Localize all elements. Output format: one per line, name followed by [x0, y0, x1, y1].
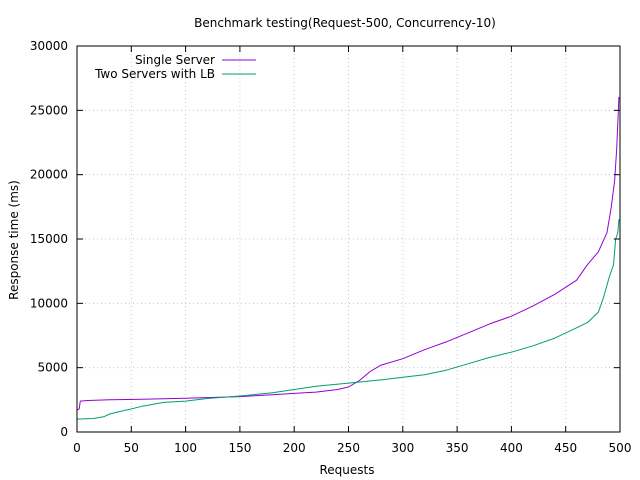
y-tick-label: 25000 [30, 103, 68, 117]
y-tick-label: 5000 [37, 361, 68, 375]
x-tick-label: 350 [446, 441, 469, 455]
y-tick-label: 30000 [30, 39, 68, 53]
legend-label: Single Server [135, 53, 215, 67]
x-tick-label: 150 [228, 441, 251, 455]
x-tick-label: 500 [609, 441, 632, 455]
y-tick-label: 10000 [30, 296, 68, 310]
legend-label: Two Servers with LB [94, 67, 215, 81]
x-tick-label: 300 [391, 441, 414, 455]
grid-lines [77, 46, 620, 432]
y-axis-label: Response time (ms) [7, 180, 21, 300]
x-tick-label: 50 [124, 441, 139, 455]
x-tick-label: 100 [174, 441, 197, 455]
chart-title: Benchmark testing(Request-500, Concurren… [194, 16, 496, 30]
axis-ticks: 0 5000 10000 15000 20000 25000 30000 0 50 100 150 2… [30, 39, 632, 455]
y-tick-label: 20000 [30, 168, 68, 182]
series-line-2 [76, 219, 620, 420]
series-line-1 [76, 97, 620, 411]
x-axis-label: Requests [320, 463, 375, 477]
y-tick-label: 15000 [30, 232, 68, 246]
y-tick-label: 0 [60, 425, 68, 439]
x-tick-label: 200 [283, 441, 306, 455]
x-tick-label: 400 [500, 441, 523, 455]
x-tick-label: 450 [554, 441, 577, 455]
x-tick-label: 250 [337, 441, 360, 455]
series-lines [76, 97, 620, 420]
x-tick-label: 0 [73, 441, 81, 455]
